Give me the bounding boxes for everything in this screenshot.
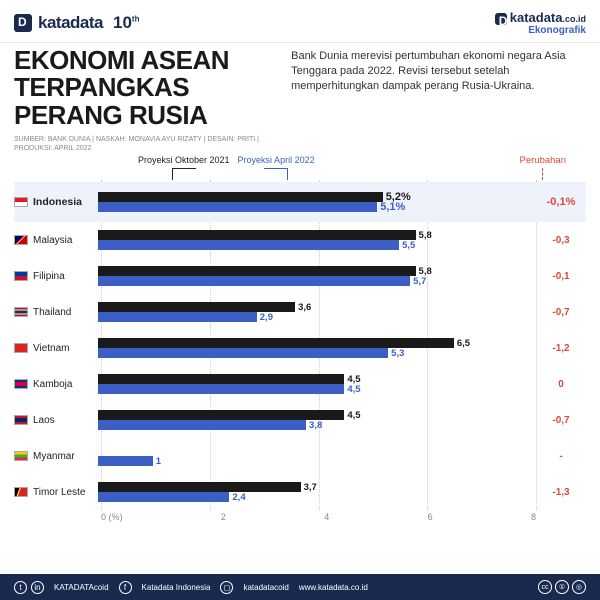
linkedin-icon[interactable]: in	[31, 581, 44, 594]
country-label: Kamboja	[28, 379, 98, 390]
change-value: -0,7	[536, 307, 586, 318]
bar-series-2	[98, 492, 229, 502]
instagram-icon[interactable]: ◻	[220, 581, 233, 594]
legend-change: Perubahan	[520, 155, 566, 166]
country-label: Malaysia	[28, 235, 98, 246]
legend-series-2: Proyeksi April 2022	[238, 156, 315, 166]
change-value: -0,3	[536, 235, 586, 246]
legend: Proyeksi Oktober 2021 Proyeksi April 202…	[0, 155, 600, 180]
change-value: -0,7	[536, 415, 586, 426]
bar-value-1: 4,5	[347, 410, 360, 421]
bar-series-2	[98, 312, 257, 322]
bar-value-2: 5,3	[391, 348, 404, 359]
country-label: Timor Leste	[28, 487, 98, 498]
flag-icon	[14, 271, 28, 281]
header: katadata 10th katadata.co.id Ekonografik	[0, 0, 600, 43]
bar-series-1	[98, 338, 454, 348]
brand-name: katadata	[38, 13, 103, 33]
flag-icon	[14, 343, 28, 353]
change-value: 0	[536, 379, 586, 390]
country-label: Laos	[28, 415, 98, 426]
bar-series-2	[98, 202, 377, 212]
bar-series-2	[98, 348, 388, 358]
footer-handle[interactable]: KATADATAcoid	[54, 583, 109, 592]
category-label: Ekonografik	[495, 25, 586, 36]
bar-series-2	[98, 240, 399, 250]
change-value: -	[536, 451, 586, 462]
bar-value-1: 5,8	[419, 230, 432, 241]
footer-fb[interactable]: Katadata Indonesia	[142, 583, 211, 592]
bar-value-2: 3,8	[309, 420, 322, 431]
chart-row: Filipina5,85,7-0,1	[14, 258, 586, 294]
cc-badges: cc ① ◎	[538, 580, 586, 594]
x-tick: 0 (%)	[101, 512, 123, 522]
bar-series-1	[98, 302, 295, 312]
country-label: Myanmar	[28, 451, 98, 462]
x-axis: 0 (%)2468	[0, 510, 600, 522]
twitter-icon[interactable]: t	[14, 581, 27, 594]
footer: t in KATADATAcoid f Katadata Indonesia ◻…	[0, 574, 600, 600]
brand-logo-icon	[14, 14, 32, 32]
chart-row: Kamboja4,54,50	[14, 366, 586, 402]
page-title: EKONOMI ASEAN TERPANGKAS PERANG RUSIA	[14, 47, 277, 129]
x-tick: 6	[428, 512, 433, 522]
credits: SUMBER: BANK DUNIA | NASKAH: MONAVIA AYU…	[14, 135, 277, 153]
x-tick: 4	[324, 512, 329, 522]
bar-series-1	[98, 230, 416, 240]
flag-icon	[14, 379, 28, 389]
country-label: Indonesia	[28, 196, 98, 208]
bar-value-2: 5,5	[402, 240, 415, 251]
flag-icon	[14, 487, 28, 497]
bar-series-1	[98, 266, 416, 276]
bar-series-2	[98, 384, 344, 394]
bar-value-2: 4,5	[347, 384, 360, 395]
legend-series-1: Proyeksi Oktober 2021	[138, 156, 230, 166]
country-label: Filipina	[28, 271, 98, 282]
bar-value-2: 1	[156, 456, 161, 467]
bar-value-1: 6,5	[457, 338, 470, 349]
flag-icon	[14, 197, 28, 207]
bar-series-2	[98, 420, 306, 430]
change-value: -0,1	[536, 271, 586, 282]
chart-row: Laos 4,5 3,8 -0,7	[14, 402, 586, 438]
bar-series-2	[98, 276, 410, 286]
bar-value-2: 2,4	[232, 492, 245, 503]
chart-row: Thailand 3,6 2,9 -0,7	[14, 294, 586, 330]
bar-value-2: 2,9	[260, 312, 273, 323]
bar-series-1	[98, 482, 301, 492]
bar-series-1	[98, 410, 344, 420]
bar-value-1: 3,7	[304, 482, 317, 493]
chart-row: Malaysia 5,8 5,5 -0,3	[14, 222, 586, 258]
brand-right: katadata.co.id Ekonografik	[495, 10, 586, 36]
chart-row: Myanmar 1 -	[14, 438, 586, 474]
country-label: Vietnam	[28, 343, 98, 354]
chart-row: Timor Leste 3,7 2,4 -1,3	[14, 474, 586, 510]
change-value: -0,1%	[536, 196, 586, 208]
bar-series-1	[98, 374, 344, 384]
bar-series-2	[98, 456, 153, 466]
change-value: -1,3	[536, 487, 586, 498]
bar-value-2: 5,1%	[380, 201, 405, 213]
flag-icon	[14, 415, 28, 425]
description: Bank Dunia merevisi pertumbuhan ekonomi …	[291, 47, 586, 153]
facebook-icon[interactable]: f	[119, 581, 132, 594]
brand-logo-icon	[495, 13, 507, 25]
flag-icon	[14, 235, 28, 245]
x-tick: 2	[221, 512, 226, 522]
chart-row: Vietnam 6,5 5,3 -1,2	[14, 330, 586, 366]
flag-icon	[14, 307, 28, 317]
brand-left: katadata 10th	[14, 13, 139, 33]
change-value: -1,2	[536, 343, 586, 354]
anniversary-badge: 10th	[113, 13, 139, 33]
bar-value-1: 3,6	[298, 302, 311, 313]
flag-icon	[14, 451, 28, 461]
bar-chart: Indonesia5,2%5,1%-0,1%Malaysia5,85,5-0,3…	[0, 180, 600, 510]
country-label: Thailand	[28, 307, 98, 318]
chart-row: Indonesia5,2%5,1%-0,1%	[14, 182, 586, 222]
footer-web[interactable]: www.katadata.co.id	[299, 583, 368, 592]
footer-ig[interactable]: katadatacoid	[243, 583, 288, 592]
bar-series-1	[98, 192, 383, 202]
bar-value-2: 5,7	[413, 276, 426, 287]
